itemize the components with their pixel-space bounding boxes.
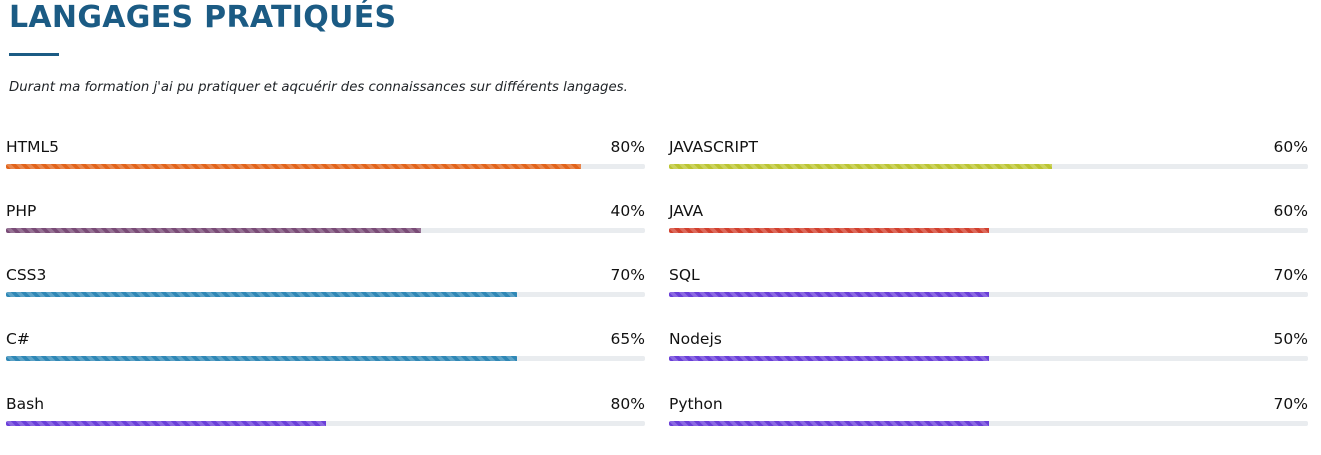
skill-progress-fill bbox=[6, 228, 422, 233]
skill-percentage: 40% bbox=[610, 202, 645, 220]
skill-progress-fill bbox=[669, 164, 1053, 169]
skill-name: HTML5 bbox=[6, 138, 59, 156]
skill-item: C# 65% bbox=[6, 329, 645, 369]
skill-progress-fill bbox=[6, 292, 518, 297]
skill-progress-track bbox=[669, 292, 1308, 297]
title-underline bbox=[9, 53, 59, 56]
skill-percentage: 50% bbox=[1273, 330, 1308, 348]
skill-item: HTML5 80% bbox=[6, 137, 645, 177]
skill-progress-track bbox=[669, 421, 1308, 426]
skill-percentage: 70% bbox=[1273, 266, 1308, 284]
skill-progress-track bbox=[6, 164, 645, 169]
skill-name: Python bbox=[669, 395, 723, 413]
skill-item: JAVA 60% bbox=[669, 201, 1308, 241]
skill-name: PHP bbox=[6, 202, 37, 220]
skill-progress-track bbox=[6, 421, 645, 426]
skill-progress-fill bbox=[6, 164, 582, 169]
skill-name: JAVASCRIPT bbox=[669, 138, 758, 156]
skill-progress-track bbox=[669, 228, 1308, 233]
skill-percentage: 80% bbox=[610, 395, 645, 413]
skill-item: CSS3 70% bbox=[6, 265, 645, 305]
skill-percentage: 60% bbox=[1273, 138, 1308, 156]
skill-item: SQL 70% bbox=[669, 265, 1308, 305]
skill-item: PHP 40% bbox=[6, 201, 645, 241]
skill-name: SQL bbox=[669, 266, 700, 284]
skill-name: CSS3 bbox=[6, 266, 47, 284]
skill-percentage: 70% bbox=[1273, 395, 1308, 413]
skill-progress-fill bbox=[669, 228, 989, 233]
skill-item: Bash 80% bbox=[6, 394, 645, 434]
skill-percentage: 80% bbox=[610, 138, 645, 156]
skill-item: Nodejs 50% bbox=[669, 329, 1308, 369]
skill-progress-fill bbox=[669, 356, 989, 361]
skill-progress-fill bbox=[669, 421, 989, 426]
section-title: LANGAGES PRATIQUÉS bbox=[9, 0, 397, 35]
skill-progress-fill bbox=[669, 292, 989, 297]
skill-item: Python 70% bbox=[669, 394, 1308, 434]
skill-progress-fill bbox=[6, 421, 326, 426]
skill-percentage: 70% bbox=[610, 266, 645, 284]
skill-percentage: 65% bbox=[610, 330, 645, 348]
skill-progress-track bbox=[6, 228, 645, 233]
skill-item: JAVASCRIPT 60% bbox=[669, 137, 1308, 177]
skill-progress-track bbox=[669, 356, 1308, 361]
skill-percentage: 60% bbox=[1273, 202, 1308, 220]
skill-progress-track bbox=[6, 356, 645, 361]
skill-name: Bash bbox=[6, 395, 45, 413]
skill-progress-track bbox=[6, 292, 645, 297]
skill-progress-fill bbox=[6, 356, 518, 361]
section-intro: Durant ma formation j'ai pu pratiquer et… bbox=[9, 80, 628, 95]
skill-name: C# bbox=[6, 330, 30, 348]
skill-name: JAVA bbox=[669, 202, 704, 220]
skill-name: Nodejs bbox=[669, 330, 722, 348]
skill-progress-track bbox=[669, 164, 1308, 169]
